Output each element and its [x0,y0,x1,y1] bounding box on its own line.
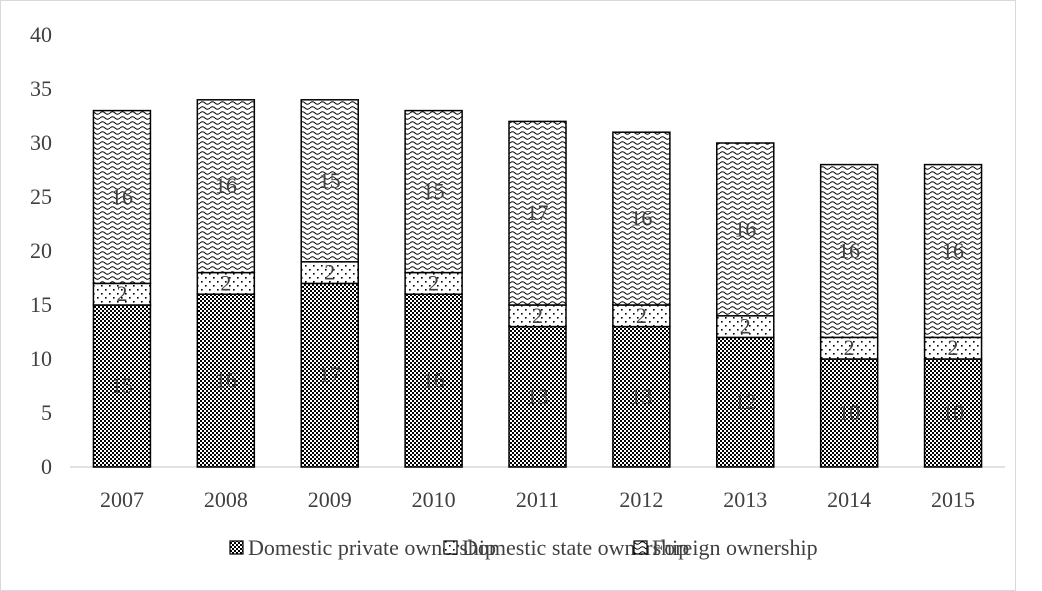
y-tick-label: 10 [30,346,52,371]
bar-segment-domestic-private-ownership [196,293,256,468]
bar-segment-foreign-ownership [196,99,256,274]
bars [92,99,983,468]
data-label: 2 [428,270,439,295]
y-tick-label: 25 [30,184,52,209]
bar-segment-domestic-private-ownership [716,336,775,468]
x-tick-label: 2013 [723,487,767,512]
bar-segment-domestic-private-ownership [923,358,983,468]
legend-swatch [633,540,648,555]
y-tick-label: 30 [30,130,52,155]
data-label: 17 [319,362,341,387]
legend-label: Domestic private ownership [248,535,496,560]
x-tick-label: 2014 [827,487,871,512]
data-label: 16 [423,368,445,393]
data-label: 13 [630,384,652,409]
data-label: 16 [942,238,964,263]
data-label: 16 [215,368,237,393]
y-tick-label: 15 [30,292,52,317]
data-label: 2 [532,303,543,328]
bar-segment-domestic-private-ownership [612,325,671,468]
data-label: 16 [630,206,652,231]
bar-segment-foreign-ownership [819,163,879,339]
y-tick-label: 20 [30,238,52,263]
x-tick-label: 2010 [412,487,456,512]
y-tick-label: 40 [30,22,52,47]
bar-segment-foreign-ownership [923,163,983,339]
bar-segment-foreign-ownership [716,142,775,317]
data-label: 2 [740,314,751,339]
y-tick-label: 0 [41,454,52,479]
x-tick-label: 2009 [308,487,352,512]
data-label: 2 [948,335,959,360]
data-label: 2 [220,270,231,295]
data-label: 10 [942,400,964,425]
bar-segment-domestic-private-ownership [404,293,463,468]
bar-segment-foreign-ownership [612,131,671,306]
x-tick-label: 2015 [931,487,975,512]
data-label: 15 [111,373,133,398]
data-label: 10 [838,400,860,425]
data-label: 16 [111,184,133,209]
data-labels: 15 2 16 16 2 16 17 2 15 16 2 15 13 2 17 13 2 16 12 2 16 10 2 16… [111,168,964,425]
data-label: 12 [734,389,756,414]
bar-segment-foreign-ownership [92,109,152,285]
x-tick-label: 2007 [100,487,144,512]
y-tick-label: 35 [30,76,52,101]
x-axis: 2007 2008 2009 2010 2011 2012 2013 2014 2015 [100,487,975,512]
data-label: 2 [324,260,335,285]
y-tick-label: 5 [41,400,52,425]
data-label: 16 [215,173,237,198]
data-label: 16 [734,216,756,241]
x-tick-label: 2008 [204,487,248,512]
legend-label: Foreign ownership [652,535,818,560]
legend-item: Domestic state ownership [443,535,689,560]
bar-segment-foreign-ownership [508,120,567,306]
data-label: 15 [423,179,445,204]
x-tick-label: 2011 [516,487,559,512]
bar-segment-foreign-ownership [300,99,359,263]
data-label: 17 [527,200,549,225]
y-axis: 0 5 10 15 20 25 30 35 40 [30,22,52,479]
legend-label: Domestic state ownership [462,535,689,560]
legend-item: Foreign ownership [633,535,818,560]
data-label: 15 [319,168,341,193]
x-tick-label: 2012 [619,487,663,512]
data-label: 2 [116,281,127,306]
bar-segment-foreign-ownership [404,109,463,274]
data-label: 2 [636,303,647,328]
legend-swatch [443,540,458,555]
data-label: 13 [527,384,549,409]
data-label: 2 [844,335,855,360]
legend-swatch [229,540,244,555]
data-label: 16 [838,238,860,263]
